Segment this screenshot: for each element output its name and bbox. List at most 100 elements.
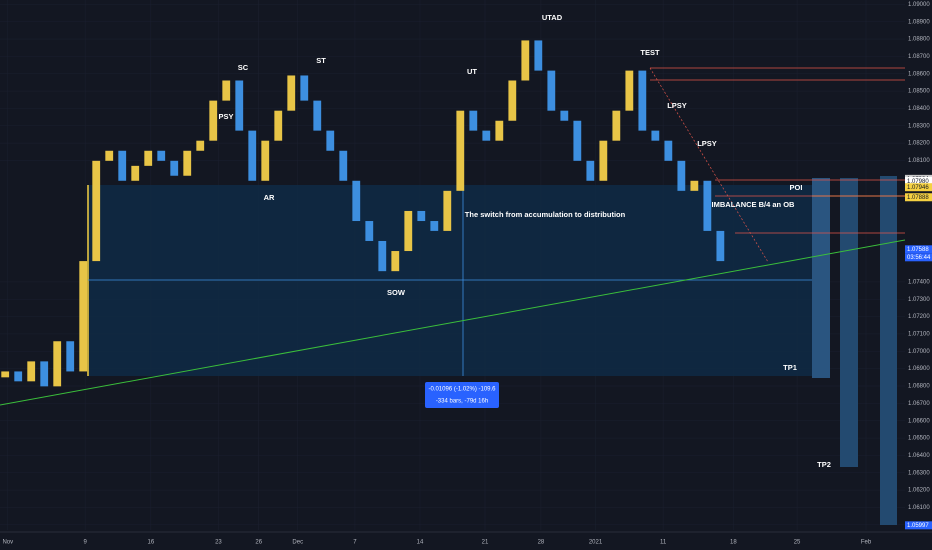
y-tick-label: 1.08200	[908, 141, 930, 147]
candle-body	[417, 210, 426, 222]
candle-body	[274, 110, 283, 141]
y-tick-label: 1.07300	[908, 297, 930, 303]
candle-body	[92, 160, 101, 262]
annotation: SOW	[387, 288, 406, 297]
candles	[1, 40, 725, 387]
candle-body	[131, 165, 140, 181]
candle-body	[482, 130, 491, 141]
y-tick-label: 1.07100	[908, 332, 930, 338]
price-label: 1.07980	[907, 179, 929, 185]
candle-body	[560, 110, 569, 121]
candle-body	[638, 70, 647, 131]
candle-body	[599, 140, 608, 181]
candle-body	[300, 75, 309, 101]
price-label: 1.05997	[907, 523, 929, 529]
y-tick-label: 1.08700	[908, 54, 930, 60]
price-label-box	[905, 177, 932, 186]
price-label-box	[905, 193, 932, 202]
x-tick-label: Nov	[2, 540, 13, 546]
y-tick-label: 1.06300	[908, 470, 930, 476]
candle-body	[443, 190, 452, 231]
candle-body	[365, 221, 374, 241]
x-tick-label: 11	[660, 540, 667, 546]
candle-body	[664, 140, 673, 161]
candle-body	[534, 40, 543, 71]
candle-body	[157, 150, 166, 161]
price-axis	[905, 0, 932, 550]
x-tick-label: Dec	[292, 540, 303, 546]
x-tick-label: 21	[482, 540, 489, 546]
candle-body	[40, 361, 49, 387]
target-box	[812, 178, 830, 378]
y-tick-label: 1.08300	[908, 123, 930, 129]
y-tick-label: 1.06700	[908, 401, 930, 407]
candle-body	[573, 120, 582, 161]
price-label-box	[905, 183, 932, 192]
annotation: AR	[264, 193, 275, 202]
y-tick-label: 1.07200	[908, 314, 930, 320]
candle-body	[118, 150, 127, 181]
y-tick-label: 1.06600	[908, 418, 930, 424]
annotation: LPSY	[697, 139, 717, 148]
x-tick-label: 7	[353, 540, 357, 546]
y-tick-label: 1.08900	[908, 19, 930, 25]
annotation: TP2	[817, 460, 831, 469]
price-label-box	[905, 245, 932, 254]
y-tick-label: 1.09000	[908, 2, 930, 8]
candle-body	[404, 210, 413, 252]
candle-body	[170, 160, 179, 176]
candle-body	[79, 261, 88, 372]
red-line	[649, 67, 769, 263]
y-tick-label: 1.07400	[908, 279, 930, 285]
y-tick-label: 1.06500	[908, 436, 930, 442]
annotation: LPSY	[667, 101, 687, 110]
candle-body	[287, 75, 296, 111]
candle-body	[1, 371, 10, 378]
x-tick-label: 2021	[589, 540, 603, 546]
y-tick-label: 1.08800	[908, 37, 930, 43]
x-tick-label: 18	[730, 540, 737, 546]
annotation: IMBALANCE B/4 an OB	[712, 200, 796, 209]
candle-body	[14, 371, 23, 382]
x-tick-label: 16	[147, 540, 154, 546]
candle-body	[261, 140, 270, 181]
annotation: PSY	[218, 112, 233, 121]
x-tick-label: 9	[83, 540, 87, 546]
annotation: UTAD	[542, 13, 563, 22]
x-tick-label: 25	[794, 540, 801, 546]
measure-box	[425, 382, 499, 408]
x-tick-label: 28	[538, 540, 545, 546]
candle-body	[391, 251, 400, 272]
annotation: TP1	[783, 363, 797, 372]
annotation: ST	[316, 56, 326, 65]
candle-body	[703, 180, 712, 231]
candle-body	[690, 180, 699, 191]
y-tick-label: 1.08600	[908, 71, 930, 77]
y-tick-label: 1.06100	[908, 505, 930, 511]
annotation: TEST	[640, 48, 660, 57]
candle-body	[196, 140, 205, 151]
candle-body	[378, 240, 387, 272]
measure-text: -0.01096 (-1.02%) -109.6	[428, 387, 496, 393]
countdown-box	[905, 253, 932, 262]
annotation: UT	[467, 67, 477, 76]
price-label-box	[905, 521, 932, 530]
candle-body	[339, 150, 348, 181]
trend-line	[0, 239, 906, 406]
candle-body	[547, 70, 556, 111]
y-tick-label: 1.06900	[908, 366, 930, 372]
candle-body	[222, 80, 231, 101]
candle-body	[235, 80, 244, 131]
candle-body	[625, 70, 634, 111]
candle-body	[651, 130, 660, 141]
candle-body	[430, 221, 439, 231]
candle-body	[508, 80, 517, 121]
candle-body	[456, 110, 465, 191]
target-box	[840, 178, 858, 467]
annotation: SC	[238, 63, 249, 72]
candle-body	[495, 120, 504, 141]
x-tick-label: Feb	[861, 540, 872, 546]
candle-body	[326, 130, 335, 151]
